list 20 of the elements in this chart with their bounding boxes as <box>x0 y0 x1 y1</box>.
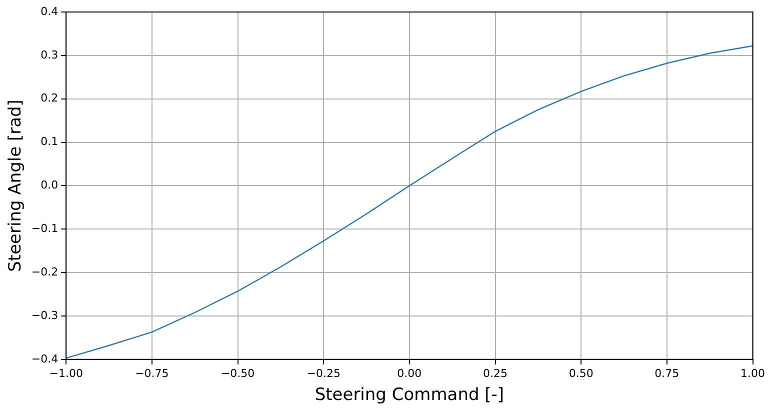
x-tick-label: −1.00 <box>49 366 83 380</box>
x-tick-label: 0.75 <box>654 366 680 380</box>
y-tick-label: −0.3 <box>31 308 58 322</box>
x-tick-label: 0.50 <box>568 366 594 380</box>
y-tick-label: −0.1 <box>31 222 58 235</box>
x-tick-label: 0.25 <box>483 366 508 380</box>
y-tick-label: 0.1 <box>40 135 58 148</box>
y-tick-label: 0.0 <box>40 178 58 192</box>
y-tick-label: 0.4 <box>40 4 58 18</box>
y-tick-label: 0.3 <box>40 48 58 62</box>
x-tick-label: −0.50 <box>220 366 255 380</box>
x-tick-label: 0.00 <box>397 366 422 380</box>
y-axis-title: Steering Angle [rad] <box>6 100 26 272</box>
y-tick-label: −0.2 <box>31 265 58 278</box>
x-axis-title: Steering Command [-] <box>314 385 504 406</box>
y-tick-label: 0.2 <box>40 92 58 105</box>
x-tick-label: −0.25 <box>306 366 340 380</box>
x-tick-label: 1.00 <box>740 366 766 380</box>
y-tick-label: −0.4 <box>31 352 58 366</box>
x-tick-label: −0.75 <box>135 366 169 380</box>
